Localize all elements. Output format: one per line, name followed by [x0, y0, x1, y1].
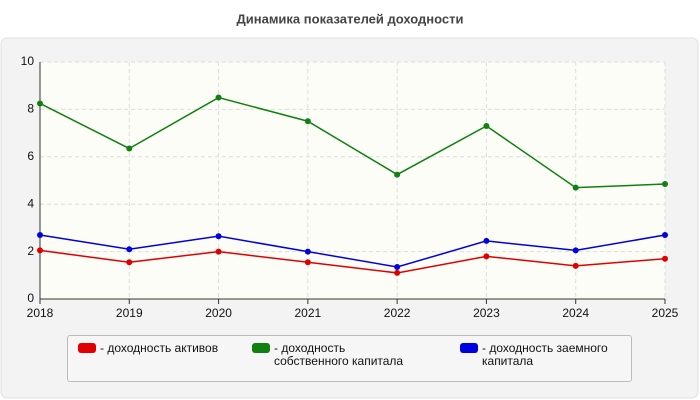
chart-title: Динамика показателей доходности [236, 11, 463, 26]
x-tick-label: 2019 [116, 306, 143, 320]
y-tick-label: 0 [27, 291, 34, 305]
y-tick-label: 4 [27, 196, 34, 210]
legend-label: - доходность собственного капитала [274, 341, 404, 368]
point [37, 100, 43, 107]
legend-swatch [252, 343, 270, 353]
series-line [39, 96, 666, 189]
x-tick-label: 2020 [205, 306, 232, 320]
point [394, 269, 401, 276]
legend: - доходность активов - доходность собстве… [67, 335, 632, 382]
legend-item: - доходность заемного капитала [460, 342, 630, 368]
x-tick-label: 2022 [384, 306, 411, 320]
point [215, 233, 222, 240]
point [483, 237, 490, 244]
point [304, 259, 311, 266]
point [37, 247, 43, 254]
point [572, 184, 579, 191]
point [483, 253, 490, 260]
x-tick-label: 2025 [652, 306, 679, 320]
legend-swatch [460, 343, 478, 353]
y-tick-label: 2 [27, 244, 34, 258]
point [126, 259, 133, 266]
point [394, 264, 401, 271]
legend-label: - доходность заемного капитала [482, 341, 608, 368]
point [304, 118, 311, 125]
y-tick-label: 10 [21, 54, 35, 68]
point [662, 255, 668, 262]
point [126, 246, 133, 253]
series-line [39, 249, 666, 274]
legend-label: - доходность активов [100, 341, 219, 355]
x-tick-label: 2024 [562, 306, 589, 320]
series-line [39, 234, 666, 268]
point [394, 171, 401, 178]
point [662, 181, 668, 188]
point [572, 247, 579, 254]
point [215, 94, 222, 101]
y-tick-label: 6 [27, 149, 34, 163]
x-tick-label: 2021 [295, 306, 322, 320]
point [572, 262, 579, 269]
y-tick-label: 8 [27, 102, 34, 116]
point [483, 122, 490, 129]
point [37, 232, 43, 239]
legend-item: - доходность активов [78, 342, 248, 355]
point [126, 145, 133, 152]
plot-area [40, 62, 665, 299]
legend-swatch [78, 343, 96, 353]
point [215, 248, 222, 255]
x-tick-label: 2023 [473, 306, 500, 320]
point [304, 248, 311, 255]
point [662, 232, 668, 239]
x-tick-label: 2018 [27, 306, 54, 320]
legend-item: - доходность собственного капитала [252, 342, 422, 368]
